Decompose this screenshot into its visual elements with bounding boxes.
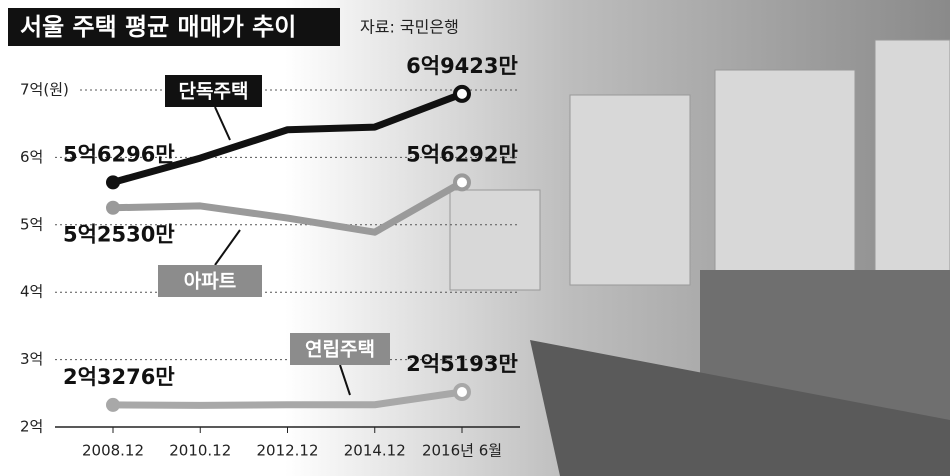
series-line <box>112 90 464 186</box>
end-marker <box>453 84 471 103</box>
value-label: 5억2530만 <box>63 223 175 247</box>
y-tick-label: 3억 <box>20 350 43 368</box>
roof <box>530 340 950 476</box>
legend-label: 연립주택 <box>305 339 375 361</box>
legend-label: 단독주택 <box>179 81 249 103</box>
y-tick-label: 6억 <box>20 148 43 166</box>
y-tick-label: 5억 <box>20 215 43 233</box>
value-label: 2억5193만 <box>406 352 518 376</box>
source: 자료: 국민은행 <box>360 18 459 37</box>
y-tick-label: 7억(원) <box>20 81 69 99</box>
start-marker <box>106 397 120 412</box>
value-label: 6억9423만 <box>406 54 518 78</box>
x-tick-label: 2012.12 <box>256 442 318 460</box>
start-marker <box>106 175 120 190</box>
end-marker <box>453 382 471 401</box>
chart-title: 서울 주택 평균 매매가 추이 <box>20 13 296 41</box>
leader-line <box>214 106 231 141</box>
leader-line <box>339 364 351 396</box>
legend-label: 아파트 <box>184 271 236 293</box>
leader-line <box>214 229 241 266</box>
series-line <box>112 388 463 409</box>
series-line <box>112 179 464 236</box>
y-tick-label: 2억 <box>20 418 43 436</box>
value-label: 2억3276만 <box>63 365 175 389</box>
start-marker <box>106 200 120 215</box>
legend-box <box>158 265 262 297</box>
legend-box <box>165 75 262 107</box>
y-tick-label: 4억 <box>20 283 43 301</box>
value-label: 5억6292만 <box>406 142 518 166</box>
buildings <box>449 39 950 291</box>
x-tick-label: 2014.12 <box>344 442 406 460</box>
x-tick-label: 2008.12 <box>82 442 144 460</box>
end-marker <box>453 173 471 192</box>
title-box <box>8 8 340 46</box>
x-tick-label: 2010.12 <box>169 442 231 460</box>
legend-box <box>290 333 390 365</box>
value-label: 5억6296만 <box>63 142 175 166</box>
x-tick-label: 2016년 6월 <box>422 442 502 460</box>
